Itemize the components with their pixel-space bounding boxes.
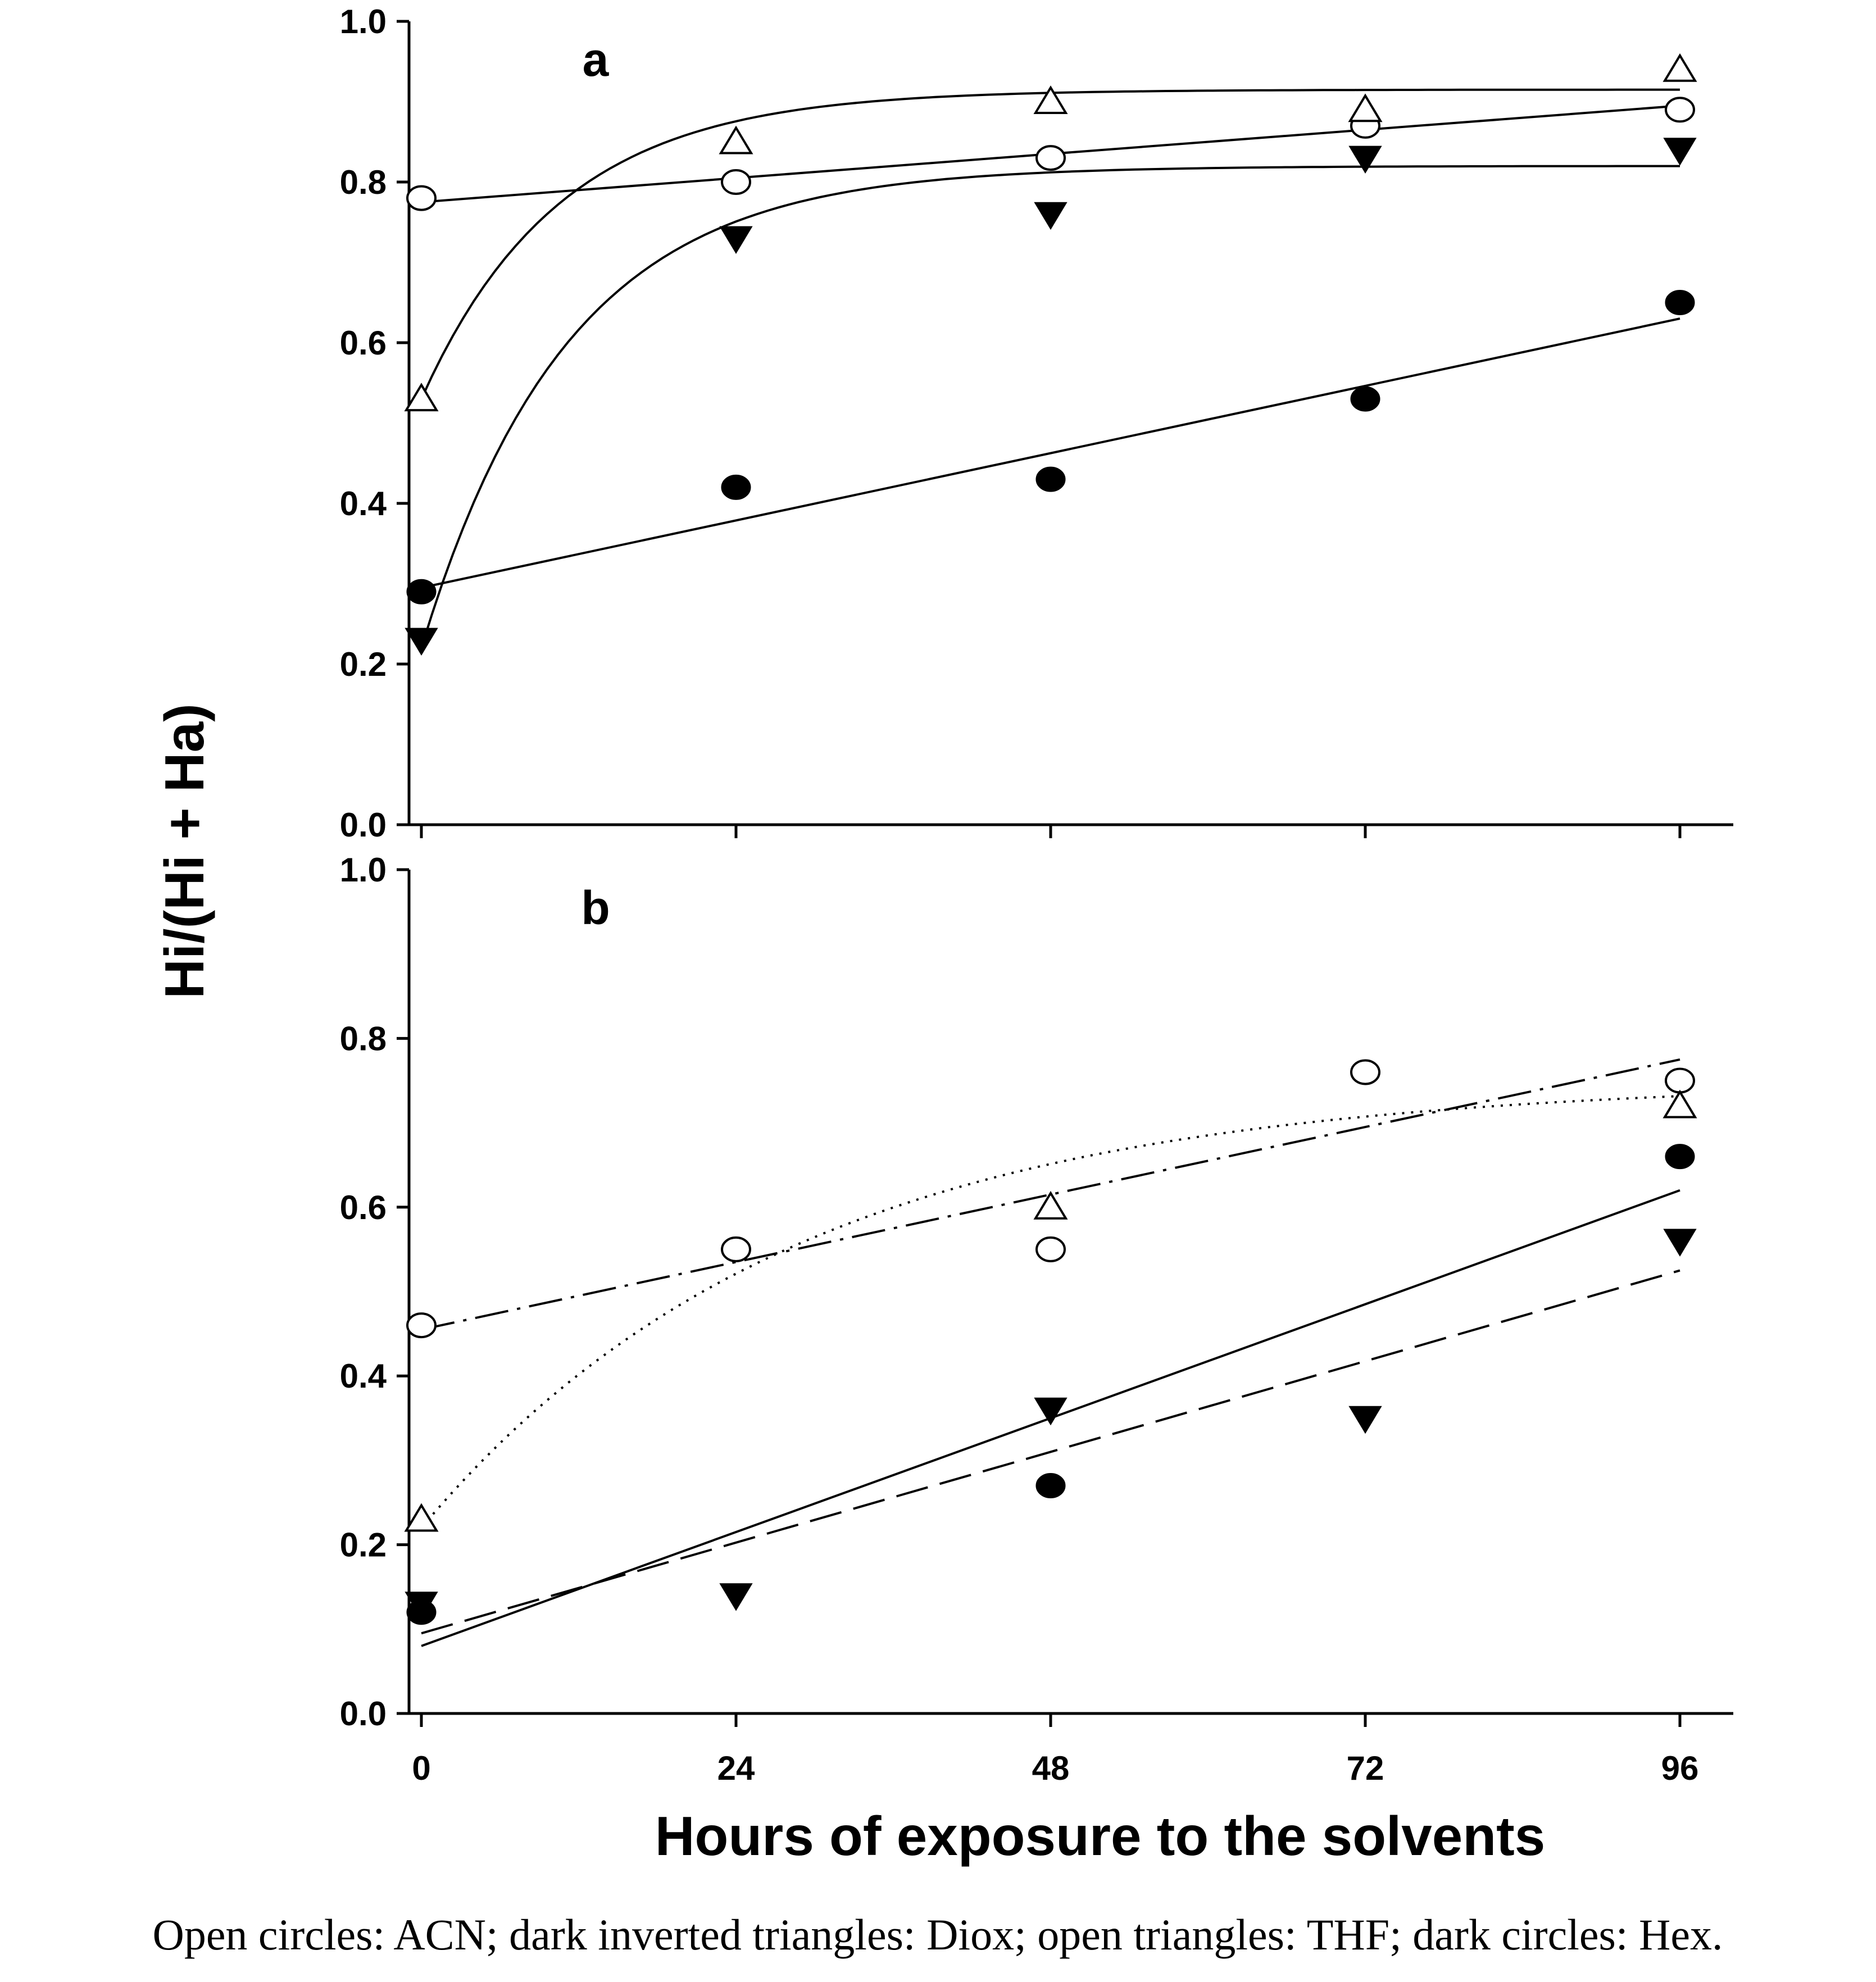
panel-a-point-thf [404, 383, 439, 412]
panel-a-panel-letter: a [583, 33, 610, 86]
panel-a-fit-thf [420, 88, 1680, 399]
panel-b-point-acn [1665, 1067, 1695, 1094]
panel-a-fit-hex [421, 317, 1680, 589]
panel-a-y-tick-label: 0.8 [340, 163, 387, 201]
panel-a-point-diox [719, 226, 753, 254]
panel-a-point-thf [1348, 93, 1383, 122]
panel-b-x-tick-label: 48 [1032, 1749, 1070, 1787]
panel-b-point-diox [1348, 1406, 1382, 1434]
panel-b-point-thf [404, 1503, 439, 1532]
panel-a-point-diox [1663, 138, 1697, 166]
panel-a-point-hex [1665, 290, 1695, 315]
panel-b-y-tick-label: 0.0 [340, 1695, 387, 1733]
panel-a-y-tick-label: 0.4 [340, 485, 387, 522]
panel-b-point-hex [1035, 1472, 1066, 1498]
panel-a-point-thf [1033, 85, 1068, 114]
panel-b-y-tick-label: 1.0 [340, 851, 387, 889]
panel-b-point-acn [406, 1312, 437, 1339]
panel-b-fit-acn [421, 1058, 1680, 1331]
y-axis-title: Hi/(Hi + Ha) [153, 703, 215, 998]
panel-b-point-diox [719, 1583, 753, 1611]
panel-a-y-tick-label: 1.0 [340, 3, 387, 40]
panel-b-y-tick-label: 0.6 [340, 1189, 387, 1226]
panel-a-point-acn [1665, 97, 1695, 123]
panel-a-point-acn [1035, 145, 1066, 171]
panel-b-x-tick-label: 72 [1347, 1749, 1384, 1787]
panel-a-point-hex [721, 474, 751, 500]
panel-b-x-tick-label: 96 [1661, 1749, 1699, 1787]
panel-a-point-thf [719, 125, 753, 154]
panel-b-point-acn [1035, 1236, 1066, 1262]
panel-a-point-thf [1662, 53, 1697, 82]
panel-a-point-diox [405, 628, 438, 656]
panel-a-point-acn [721, 169, 751, 195]
figure-caption: Open circles: ACN; dark inverted triangl… [152, 1910, 1723, 1959]
panel-b-x-tick-label: 24 [717, 1749, 755, 1787]
panel-a-point-acn [406, 185, 437, 211]
panel-b-point-acn [1350, 1059, 1380, 1085]
panel-b-fit-diox [421, 1269, 1680, 1635]
panel-a-point-diox [1348, 146, 1382, 174]
panel-b-fit-thf [420, 1095, 1680, 1529]
panel-b-point-hex [1665, 1144, 1695, 1170]
panel-a-plot: 0.0 0.2 0.4 0.6 0.8 1.0 a [340, 3, 1733, 844]
panel-a-point-diox [1034, 202, 1068, 230]
panel-b-y-tick-label: 0.4 [340, 1357, 387, 1395]
panel-a-y-tick-label: 0.0 [340, 806, 387, 844]
panel-a-y-tick-label: 0.6 [340, 324, 387, 362]
panel-a-point-hex [1035, 466, 1066, 492]
panel-b-y-tick-label: 0.2 [340, 1526, 387, 1564]
panel-b-y-tick-label: 0.8 [340, 1020, 387, 1057]
panel-b-point-diox [1663, 1229, 1697, 1257]
panel-b-x-tick-label: 0 [412, 1749, 430, 1787]
panel-b-point-diox [1034, 1397, 1068, 1426]
panel-a-point-hex [1350, 386, 1380, 412]
panel-b-point-thf [1033, 1190, 1068, 1220]
panel-a-point-hex [406, 579, 437, 604]
x-axis-title: Hours of exposure to the solvents [655, 1805, 1546, 1867]
panel-b-plot: 0.0 0.2 0.4 0.6 0.8 1.0 0 24 48 72 96 b [340, 851, 1733, 1787]
panel-b-point-acn [721, 1236, 751, 1262]
panel-b-point-thf [1662, 1089, 1697, 1119]
panel-a-fit-diox [420, 165, 1680, 648]
panel-b-panel-letter: b [581, 881, 610, 934]
panel-b-point-hex [406, 1599, 437, 1625]
panel-a-y-tick-label: 0.2 [340, 645, 387, 683]
